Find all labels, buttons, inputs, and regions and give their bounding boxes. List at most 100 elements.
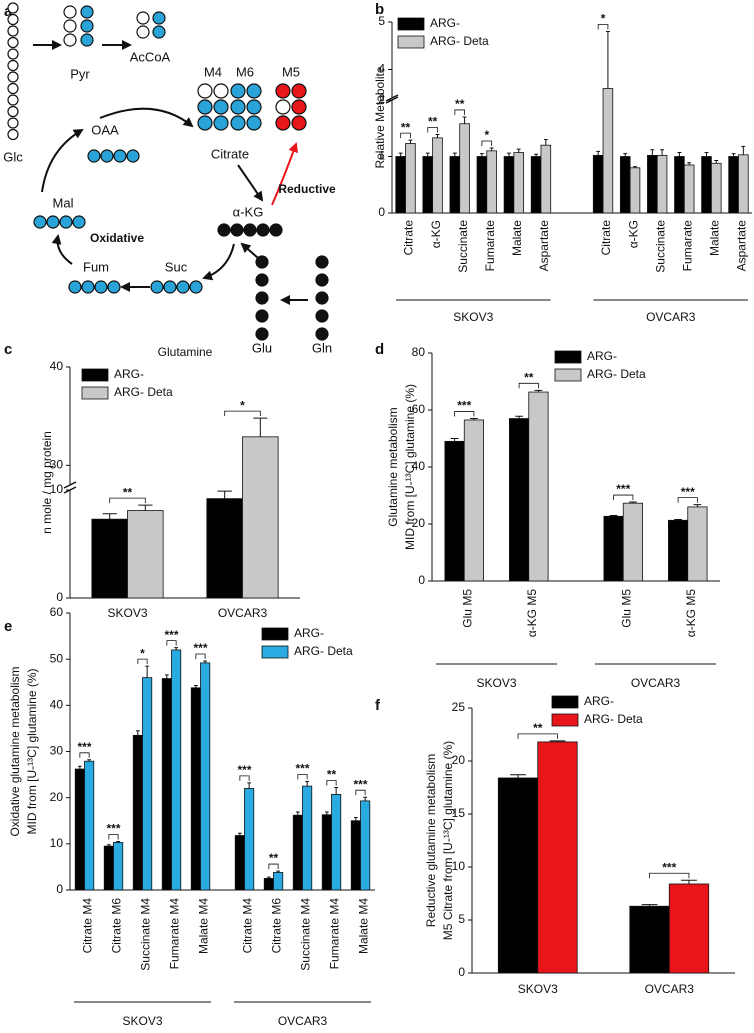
legend-swatch bbox=[81, 368, 109, 382]
significance-bracket bbox=[518, 382, 539, 389]
bar bbox=[74, 768, 85, 891]
x-tick-label: Succinate bbox=[456, 220, 470, 273]
significance-bracket bbox=[427, 127, 438, 133]
carbon bbox=[72, 215, 86, 229]
legend-label: ARG- Deta bbox=[587, 367, 646, 381]
legend-label: ARG- bbox=[430, 16, 460, 30]
isotopologue-label: M4 bbox=[204, 64, 222, 79]
panel-letter: e bbox=[4, 618, 12, 635]
significance-label: ** bbox=[533, 721, 543, 735]
significance-bracket bbox=[79, 752, 90, 758]
carbon bbox=[275, 99, 291, 115]
bar bbox=[602, 88, 614, 214]
panel-letter: d bbox=[375, 341, 384, 358]
significance-bracket bbox=[649, 872, 690, 879]
error-bar bbox=[687, 162, 692, 165]
arrow bbox=[41, 128, 84, 193]
carbon bbox=[255, 309, 269, 323]
x-tick-label: Malate M4 bbox=[197, 898, 211, 954]
carbon bbox=[87, 149, 101, 163]
legend-swatch bbox=[551, 695, 579, 709]
error-bar bbox=[165, 674, 169, 679]
error-bar bbox=[247, 782, 251, 789]
bar bbox=[103, 845, 114, 891]
x-tick-label: Malate M4 bbox=[357, 898, 371, 954]
error-bar bbox=[510, 774, 526, 778]
panel-letter: f bbox=[375, 697, 381, 714]
significance-label: *** bbox=[237, 763, 251, 777]
significance-label: *** bbox=[662, 860, 676, 874]
bar bbox=[449, 156, 461, 214]
carbon bbox=[94, 280, 108, 294]
bar bbox=[683, 164, 695, 214]
legend-label: ARG- bbox=[587, 349, 617, 363]
significance-label: ** bbox=[428, 115, 438, 129]
carbon bbox=[107, 280, 121, 294]
y-axis-label: MID from [U-¹³C] glutamine (%) bbox=[403, 384, 417, 550]
legend-swatch bbox=[551, 713, 579, 727]
carbon bbox=[7, 71, 19, 83]
x-tick-label: Citrate bbox=[402, 220, 416, 256]
y-tick-label: 15 bbox=[452, 806, 466, 820]
carbon bbox=[176, 280, 190, 294]
error-bar bbox=[325, 811, 329, 815]
error-bar bbox=[334, 787, 338, 795]
error-bar bbox=[623, 153, 628, 157]
carbon bbox=[255, 327, 269, 341]
bar bbox=[674, 156, 685, 214]
carbon bbox=[136, 11, 150, 25]
x-tick-label: Succinate M4 bbox=[139, 898, 153, 971]
error-bar bbox=[704, 152, 709, 157]
bar bbox=[459, 123, 470, 214]
significance-bracket bbox=[268, 863, 279, 870]
x-tick-label: Malate bbox=[510, 220, 524, 256]
arrow bbox=[99, 107, 194, 128]
x-tick-label: Fumarate M4 bbox=[168, 898, 182, 970]
bar bbox=[302, 785, 313, 891]
error-bar bbox=[681, 879, 697, 884]
error-bar bbox=[693, 504, 702, 507]
significance-label: * bbox=[240, 398, 245, 412]
significance-bracket bbox=[137, 658, 148, 665]
carbon bbox=[7, 36, 19, 49]
carbon bbox=[100, 149, 114, 163]
significance-bracket bbox=[597, 24, 609, 30]
bar bbox=[171, 649, 182, 891]
carbon bbox=[230, 99, 246, 115]
carbon bbox=[152, 25, 166, 39]
error-bar bbox=[516, 148, 521, 153]
x-tick-label: α-KG bbox=[626, 220, 640, 248]
bar bbox=[263, 878, 274, 891]
carbon bbox=[7, 94, 19, 106]
significance-bracket bbox=[517, 733, 558, 739]
carbon bbox=[136, 25, 150, 39]
bar bbox=[530, 156, 542, 214]
carbon bbox=[68, 280, 82, 294]
legend-swatch bbox=[397, 17, 425, 31]
significance-label: * bbox=[140, 646, 145, 660]
bar bbox=[405, 143, 416, 214]
bar bbox=[687, 506, 708, 582]
error-bar bbox=[609, 514, 618, 517]
carbon bbox=[315, 309, 329, 323]
bar bbox=[592, 154, 604, 214]
x-tick-label: Glu M5 bbox=[460, 589, 474, 628]
legend-label: ARG- Deta bbox=[114, 385, 173, 399]
carbon bbox=[80, 19, 94, 33]
bar bbox=[142, 677, 153, 891]
bar bbox=[508, 418, 530, 582]
error-bar bbox=[107, 844, 111, 847]
bar bbox=[629, 905, 670, 974]
error-bar bbox=[515, 415, 523, 419]
x-tick-label: α-KG M5 bbox=[525, 589, 539, 638]
x-tick-label: α-KG M5 bbox=[684, 589, 698, 638]
legend-swatch bbox=[81, 386, 109, 400]
error-bar bbox=[194, 684, 198, 688]
significance-label: *** bbox=[77, 740, 91, 754]
carbon bbox=[243, 223, 257, 237]
error-bar bbox=[470, 418, 478, 420]
group-label: SKOV3 bbox=[453, 310, 493, 324]
node-label: AcCoA bbox=[130, 49, 171, 64]
significance-label: ** bbox=[269, 851, 279, 865]
